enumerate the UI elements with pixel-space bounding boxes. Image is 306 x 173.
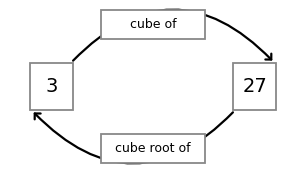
FancyBboxPatch shape (102, 10, 204, 39)
Text: 27: 27 (242, 77, 267, 96)
FancyArrowPatch shape (73, 10, 271, 61)
FancyBboxPatch shape (233, 63, 276, 110)
FancyBboxPatch shape (30, 63, 73, 110)
Text: 3: 3 (45, 77, 58, 96)
FancyBboxPatch shape (102, 134, 204, 163)
Text: cube of: cube of (130, 18, 176, 31)
Text: cube root of: cube root of (115, 142, 191, 155)
FancyArrowPatch shape (35, 112, 233, 163)
